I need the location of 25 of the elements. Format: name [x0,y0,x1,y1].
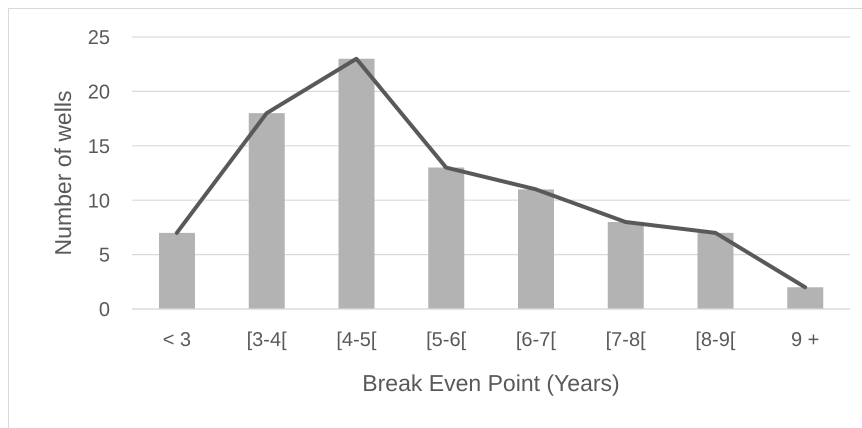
x-tick-label: [7-8[ [606,329,646,352]
y-tick-label: 20 [88,82,110,104]
bar [518,189,554,309]
x-tick-label: < 3 [162,329,192,352]
x-axis-title: Break Even Point (Years) [362,370,620,396]
line-series [174,56,808,290]
x-tick-label: [3-4[ [246,329,288,352]
y-tick-label: 15 [88,136,110,158]
y-tick-label: 25 [88,27,110,50]
y-tick-label: 0 [98,299,110,322]
y-tick-label: 5 [98,244,110,267]
bar [159,232,195,309]
x-tick-label: [5-6[ [426,329,467,352]
bar [338,58,374,309]
x-tick-label: [4-5[ [336,329,377,352]
x-tick-label: 9 + [790,329,820,352]
bar [248,113,285,309]
x-tick-label: [6-7[ [516,329,556,352]
bar [608,222,644,309]
y-axis-title: Number of wells [50,90,76,256]
bar [428,168,464,309]
y-tick-label: 10 [88,190,110,212]
bar [698,232,734,309]
x-tick-label: [8-9[ [695,329,736,352]
bar [787,287,824,309]
